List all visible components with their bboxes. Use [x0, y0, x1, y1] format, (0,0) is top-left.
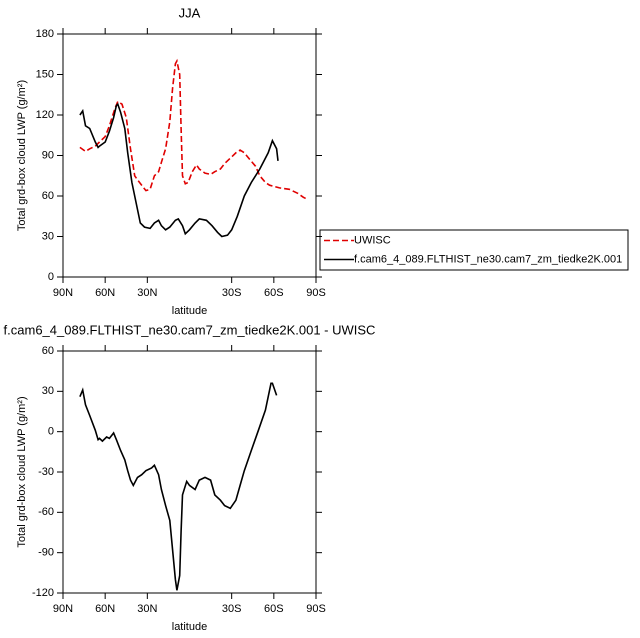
y-tick-label: 30 — [42, 230, 54, 242]
x-tick-label: 30N — [137, 603, 157, 615]
legend-label: f.cam6_4_089.FLTHIST_ne30.cam7_zm_tiedke… — [354, 253, 622, 265]
y-tick-label: -60 — [38, 506, 54, 518]
plot-frame — [62, 350, 317, 594]
x-tick-label: 60N — [95, 287, 115, 299]
x-tick-label: 30S — [222, 287, 242, 299]
y-tick-label: 0 — [48, 426, 54, 438]
y-tick-label: -120 — [32, 587, 54, 599]
y-tick-label: 90 — [42, 149, 54, 161]
chart-title: JJA — [179, 5, 201, 20]
plot-frame — [62, 33, 317, 278]
y-tick-label: 180 — [36, 28, 54, 40]
x-tick-label: 30S — [222, 603, 242, 615]
y-tick-label: 60 — [42, 345, 54, 357]
x-tick-label: 90N — [53, 603, 73, 615]
x-tick-label: 60S — [264, 287, 284, 299]
legend-box — [319, 229, 629, 271]
y-tick-label: 150 — [36, 68, 54, 80]
x-axis-label: latitude — [172, 621, 207, 633]
y-axis-label: Total grd-box cloud LWP (g/m²) — [16, 396, 28, 547]
line-series — [79, 382, 278, 591]
y-tick-label: -90 — [38, 547, 54, 559]
y-tick-label: 0 — [48, 271, 54, 283]
x-tick-label: 30N — [137, 287, 157, 299]
x-tick-label: 90S — [306, 287, 326, 299]
x-axis-label: latitude — [172, 305, 207, 317]
y-tick-label: -30 — [38, 466, 54, 478]
x-tick-label: 90N — [53, 287, 73, 299]
line-series — [79, 58, 307, 200]
legend-label: UWISC — [354, 234, 391, 246]
x-tick-label: 60S — [264, 603, 284, 615]
x-tick-label: 90S — [306, 603, 326, 615]
y-tick-label: 60 — [42, 190, 54, 202]
x-tick-label: 60N — [95, 603, 115, 615]
chart-title: f.cam6_4_089.FLTHIST_ne30.cam7_zm_tiedke… — [4, 322, 376, 337]
y-tick-label: 120 — [36, 109, 54, 121]
y-tick-label: 30 — [42, 385, 54, 397]
line-series — [79, 102, 279, 238]
y-axis-label: Total grd-box cloud LWP (g/m²) — [16, 80, 28, 231]
